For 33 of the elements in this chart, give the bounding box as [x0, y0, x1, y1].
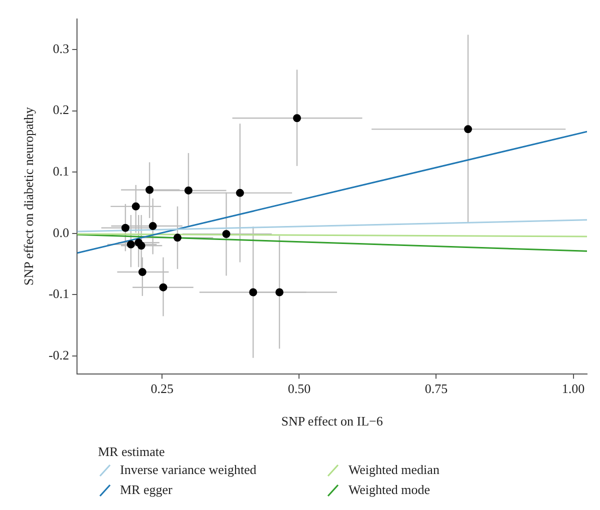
point	[275, 288, 284, 296]
point	[174, 234, 182, 242]
x-tick-label: 0.75	[424, 381, 448, 396]
y-tick-label: -0.2	[48, 347, 70, 362]
point	[138, 268, 146, 276]
point	[184, 186, 192, 194]
legend-label: MR egger	[120, 482, 172, 498]
legend-label: Inverse variance weighted	[120, 462, 256, 478]
point	[249, 288, 258, 296]
point	[146, 186, 154, 194]
x-tick-label: 1.00	[562, 381, 585, 396]
point	[222, 230, 230, 238]
x-axis-title: SNP effect on IL−6	[281, 414, 384, 429]
x-tick-label: 0.50	[288, 381, 311, 396]
y-axis-title: SNP effect on diabetic neuropathy	[21, 106, 36, 286]
point	[148, 222, 157, 230]
y-tick-label: 0.2	[52, 102, 70, 118]
y-tick-label: 0.0	[52, 224, 70, 240]
point	[132, 202, 140, 210]
y-tick-label: 0.3	[52, 40, 70, 56]
point	[464, 125, 472, 134]
legend-label: Weighted mode	[348, 482, 430, 498]
point	[293, 114, 302, 122]
point	[159, 283, 168, 292]
point	[121, 224, 130, 232]
point	[236, 188, 244, 197]
legend-title: MR estimate	[98, 444, 166, 460]
x-tick-label: 0.25	[150, 381, 174, 396]
y-tick-label: -0.1	[48, 286, 70, 302]
y-tick-label: 0.1	[52, 164, 70, 179]
point	[126, 240, 135, 248]
point	[137, 242, 146, 250]
legend-label: Weighted median	[348, 462, 440, 478]
